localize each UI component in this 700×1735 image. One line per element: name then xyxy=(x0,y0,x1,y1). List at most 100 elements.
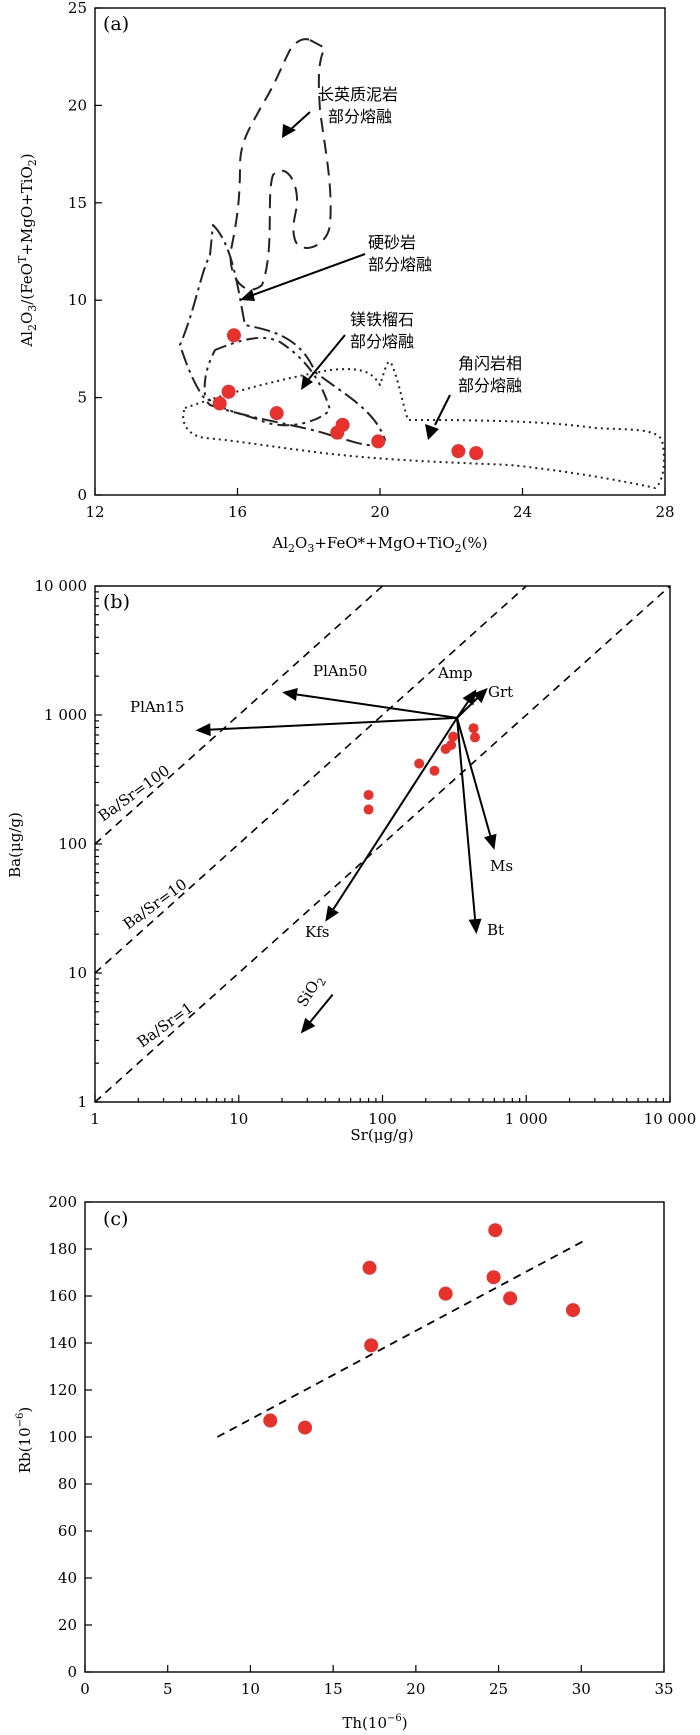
panel-c: 0 5 10 15 20 25 30 35 0 20 40 60 80 100 120 140 160 180 20… xyxy=(15,1193,674,1732)
y-tick-label: 100 xyxy=(58,835,87,853)
y-tick-label: 0 xyxy=(67,1663,77,1681)
region-label-felsic-pelite-line2: 部分熔融 xyxy=(328,107,392,126)
x-tick-label: 30 xyxy=(572,1680,591,1698)
panel-c-y-axis-label: Rb(10−6) xyxy=(15,1407,34,1473)
x-tick-label: 10 xyxy=(229,1110,248,1128)
data-point xyxy=(362,1260,377,1275)
vector-arrowhead xyxy=(282,688,298,701)
region-label-mafic-garnet-line1: 镁铁榴石 xyxy=(350,310,414,329)
y-tick-label: 200 xyxy=(48,1193,77,1211)
data-point xyxy=(469,446,484,461)
vector-label-ms: Ms xyxy=(490,857,513,875)
vector-arrow xyxy=(296,693,458,719)
panel-c-x-axis-label: Th(10−6) xyxy=(342,1713,407,1732)
panel-b: 11 10 10 100 100 1 000 1 000 10 000 10 000 (b) B… xyxy=(6,577,696,1144)
region-outline-amphibolite xyxy=(182,360,665,489)
panel-b-points xyxy=(363,723,480,815)
vector-arrowhead xyxy=(300,1017,316,1034)
panel-b-label: (b) xyxy=(103,591,130,613)
y-tick-label: 25 xyxy=(68,0,87,17)
x-tick-label: 1 000 xyxy=(505,1110,548,1128)
panel-b-y-axis-label: Ba(μg/g) xyxy=(6,812,24,878)
y-tick-label: 160 xyxy=(48,1287,77,1305)
y-tick-label: 10 xyxy=(68,964,87,982)
pointer-mafic-garnet xyxy=(307,334,346,381)
panel-c-label: (c) xyxy=(103,1208,128,1230)
x-tick-label: 15 xyxy=(324,1680,343,1698)
region-label-amphibolite-line2: 部分熔融 xyxy=(458,376,522,395)
y-tick-label: 80 xyxy=(58,1475,77,1493)
ratio-label-100: Ba/Sr=100 xyxy=(95,761,173,825)
y-tick-label: 20 xyxy=(68,96,87,114)
vector-arrowhead xyxy=(472,687,488,704)
data-point xyxy=(221,384,236,399)
data-point xyxy=(330,425,345,440)
region-outline-felsic-pelite xyxy=(229,38,332,291)
trend-line xyxy=(216,1238,587,1438)
x-tick-label: 20 xyxy=(370,503,389,521)
data-point xyxy=(566,1303,581,1318)
vector-label-kfs: Kfs xyxy=(305,923,329,941)
x-tick-label: 35 xyxy=(654,1680,673,1698)
data-point xyxy=(226,328,241,343)
x-tick-label: 20 xyxy=(406,1680,425,1698)
vector-arrowhead xyxy=(468,918,482,935)
data-point xyxy=(363,789,374,800)
vector-arrowhead xyxy=(325,905,339,922)
panel-b-vectors xyxy=(195,687,497,1034)
x-tick-label: 24 xyxy=(513,503,532,521)
data-point xyxy=(429,765,440,776)
pointer-mafic-garnet-head xyxy=(301,375,313,390)
region-label-mafic-garnet: 镁铁榴石 部分熔融 xyxy=(350,310,414,351)
data-point xyxy=(371,434,386,449)
region-label-amphibolite: 角闪岩相 部分熔融 xyxy=(458,354,522,395)
y-tick-label: 1 xyxy=(77,1093,87,1111)
data-point xyxy=(363,804,374,815)
x-tick-label: 16 xyxy=(228,503,247,521)
panel-c-points xyxy=(263,1223,581,1435)
data-point xyxy=(469,732,480,743)
region-outline-greywacke xyxy=(179,224,386,447)
x-tick-label: 1 xyxy=(90,1110,100,1128)
vector-arrowhead xyxy=(484,833,497,850)
pointer-greywacke xyxy=(249,253,366,297)
vector-arrow xyxy=(309,993,334,1023)
y-tick-label: 0 xyxy=(77,486,87,504)
vector-arrowhead xyxy=(195,723,211,737)
region-label-felsic-pelite: 长英质泥岩 部分熔融 xyxy=(318,85,398,126)
region-label-felsic-pelite-line1: 长英质泥岩 xyxy=(318,85,398,104)
y-tick-label: 15 xyxy=(68,194,87,212)
data-point xyxy=(269,406,284,421)
panel-a-points xyxy=(212,328,484,461)
vector-arrow xyxy=(456,717,492,836)
y-tick-label: 40 xyxy=(58,1569,77,1587)
data-point xyxy=(212,396,227,411)
x-tick-label: 100 xyxy=(368,1110,397,1128)
data-point xyxy=(446,740,457,751)
vector-arrow xyxy=(332,717,458,910)
x-tick-label: 0 xyxy=(80,1680,90,1698)
panel-b-ticks: 11 10 10 100 100 1 000 1 000 10 000 10 000 xyxy=(35,577,697,1128)
region-label-greywacke: 硬砂岩 部分熔融 xyxy=(368,233,432,274)
data-point xyxy=(488,1223,503,1238)
pointer-felsic-pelite-head xyxy=(282,124,296,138)
data-point xyxy=(451,444,466,459)
region-label-mafic-garnet-line2: 部分熔融 xyxy=(350,332,414,351)
ratio-label-10: Ba/Sr=10 xyxy=(120,875,191,933)
panel-a-ticks: 12 16 20 24 28 0 5 10 15 20 25 xyxy=(68,0,675,521)
data-point xyxy=(298,1420,313,1435)
panel-b-ratio-lines xyxy=(94,585,671,1103)
pointer-felsic-pelite xyxy=(289,111,311,131)
y-tick-label: 10 xyxy=(68,291,87,309)
data-point xyxy=(364,1338,379,1353)
y-tick-label: 100 xyxy=(48,1428,77,1446)
x-tick-label: 28 xyxy=(655,503,674,521)
region-outline-mafic-garnet xyxy=(203,336,331,427)
vector-label-amp: Amp xyxy=(437,664,473,682)
y-tick-label: 1 000 xyxy=(44,706,87,724)
x-tick-label: 10 000 xyxy=(644,1110,697,1128)
panel-c-ticks: 0 5 10 15 20 25 30 35 0 20 40 60 80 100 120 140 160 180 20… xyxy=(48,1193,673,1698)
region-label-greywacke-line1: 硬砂岩 xyxy=(368,233,416,252)
data-point xyxy=(448,731,459,742)
